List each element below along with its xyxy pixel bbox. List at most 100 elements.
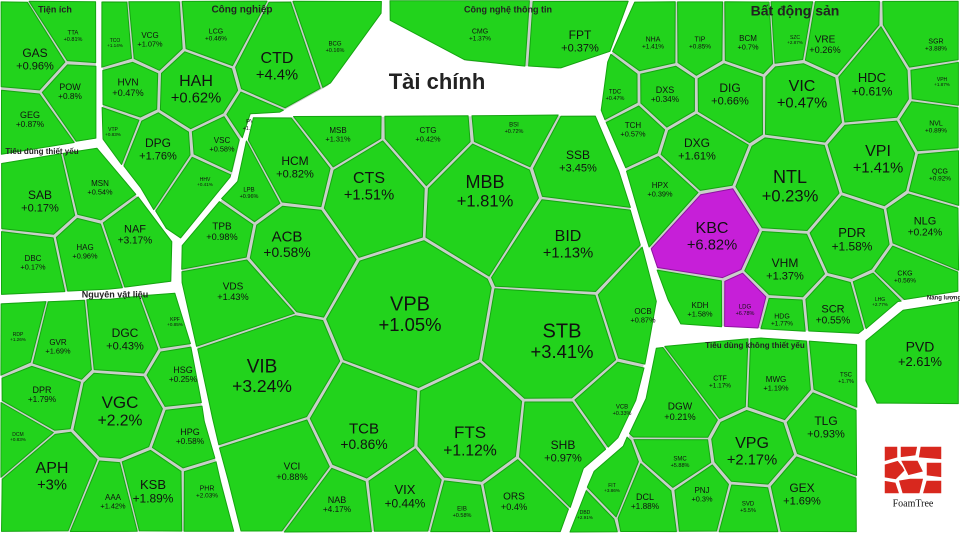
change: +6.82% <box>687 238 737 254</box>
cell-shape <box>633 439 712 488</box>
stock-cell: GEG+0.87% <box>0 89 75 155</box>
ticker: HVN <box>117 78 138 89</box>
change: +4.4% <box>256 68 298 84</box>
cell-shape <box>1 431 98 532</box>
ticker: GEG <box>20 110 40 120</box>
cell-shape <box>574 361 645 448</box>
change: +0.58% <box>453 513 472 519</box>
change: +1.89% <box>133 491 174 505</box>
stock-cell: APH+3% <box>1 431 98 532</box>
change: +0.8% <box>58 92 82 101</box>
cell-shape <box>430 480 491 533</box>
ticker: HHV <box>200 177 211 183</box>
cell-shape <box>569 490 618 533</box>
ticker: PHR <box>200 485 215 492</box>
stock-cell: NHA+1.41% <box>612 1 676 72</box>
cell-shape <box>384 115 471 187</box>
ticker: VPB <box>390 293 430 315</box>
ticker: BCM <box>739 34 757 43</box>
sector: RDP+1.26% GVR+1.69%DGC+0.43%KPF+0.85%DPR+… <box>0 292 235 532</box>
stock-cell: CTF+1.17% <box>664 338 749 420</box>
ticker: NLG <box>914 215 937 227</box>
stock-cell: DCL+1.88% <box>617 463 677 533</box>
ticker: VDS <box>223 282 244 293</box>
stock-cell: FIT+3.86% <box>586 436 639 518</box>
stock-cell: TIP+0.85% <box>677 1 723 76</box>
cell-shape <box>181 0 268 67</box>
stock-cell: MWG+1.19% <box>747 337 811 421</box>
cell-shape <box>283 467 372 533</box>
change: +1.81% <box>457 191 514 210</box>
sector-label: Tiêu dùng không thiết yếu <box>705 341 805 350</box>
change: +0.85% <box>167 322 183 327</box>
stock-cell: AAA+1.42% <box>69 460 138 532</box>
ticker: TTA <box>68 31 79 37</box>
cell-shape <box>247 117 331 208</box>
change: +0.54% <box>87 187 113 196</box>
ticker: VIX <box>395 482 416 497</box>
stock-cell: VSC+0.58% <box>191 116 240 173</box>
cell-shape <box>151 405 216 469</box>
stock-cell: DXS+0.34% <box>640 65 695 128</box>
cell-shape <box>41 64 97 142</box>
ticker: FPT <box>569 28 592 42</box>
cell-shape <box>697 63 763 144</box>
change: +0.17% <box>20 262 46 271</box>
change: +1.19% <box>763 383 789 392</box>
cell-shape <box>389 0 530 67</box>
stock-cell: NAF+3.17% <box>102 196 173 288</box>
change: +1.41% <box>853 161 903 177</box>
change: +0.93% <box>807 429 845 441</box>
cell-shape <box>617 463 677 533</box>
ticker: ACB <box>272 228 303 245</box>
ticker: KDH <box>692 301 709 310</box>
cell-shape <box>786 392 858 476</box>
cell-shape <box>640 65 695 128</box>
ticker: GEX <box>789 481 814 495</box>
ticker: TPB <box>212 222 232 233</box>
ticker: TCO <box>110 38 121 44</box>
stock-cell: HVN+0.47% <box>102 61 159 118</box>
stock-cell: DCM+0.83% <box>0 402 54 478</box>
ticker: POW <box>59 82 81 92</box>
cell-shape <box>101 1 132 68</box>
cell-shape <box>597 246 657 365</box>
cell-shape <box>128 1 183 71</box>
change: +0.83% <box>10 437 26 442</box>
stock-cell: POW+0.8% <box>41 64 97 142</box>
change: +0.81% <box>64 37 83 43</box>
cell-shape <box>765 63 842 143</box>
cell-shape <box>650 188 760 279</box>
stock-cell: OCB+0.87% <box>597 246 657 365</box>
change: +3.86% <box>604 488 620 493</box>
ticker: DPG <box>145 136 171 150</box>
stock-cell: VIB+3.24% <box>197 315 341 446</box>
cell-shape <box>235 1 321 109</box>
cell-shape <box>102 196 173 288</box>
cell-shape <box>735 137 840 231</box>
change: +0.92% <box>929 176 951 183</box>
change: +3% <box>37 478 67 494</box>
ticker: MSB <box>329 126 346 135</box>
ticker: LPB <box>243 188 254 194</box>
change: +0.7% <box>737 42 759 51</box>
sector: GAS+0.96%TTA+0.81% POW+0.8%GEG+0.87% <box>0 0 97 155</box>
ticker: EIB <box>457 507 467 513</box>
change: +0.98% <box>206 232 237 242</box>
cell-shape <box>886 193 960 271</box>
stock-cell: QCG+0.92% <box>908 150 960 206</box>
stock-cell: VCG+1.07% <box>128 1 183 71</box>
stock-cell: MSN+0.54% <box>62 147 137 221</box>
stock-cell: VIX+0.44% <box>368 448 442 532</box>
ticker: NVL <box>929 120 943 127</box>
stock-cell: GAS+0.96% <box>0 1 66 91</box>
change: +0.97% <box>544 453 582 465</box>
stock-cell: PDR+1.58% <box>809 195 890 279</box>
cell-shape <box>899 101 959 152</box>
cell-shape <box>519 401 607 508</box>
change: +2.61% <box>898 354 942 369</box>
change: +0.56% <box>894 278 916 285</box>
ticker: CTD <box>261 50 294 67</box>
ticker: QCG <box>932 168 948 175</box>
change: +0.83% <box>105 132 121 137</box>
